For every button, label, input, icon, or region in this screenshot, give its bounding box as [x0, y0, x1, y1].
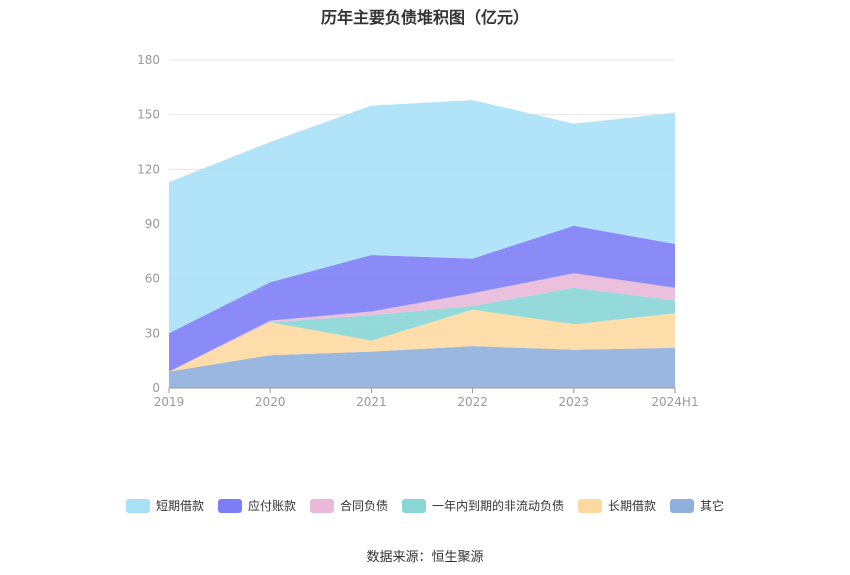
source-note: 数据来源：恒生聚源 — [366, 550, 484, 565]
area-一年内到期的非流动负债 — [169, 287, 675, 372]
axes: 0 30 60 90 120 150 180 2019 2020 2021 2022 2023 2024… — [137, 53, 699, 409]
stacked-area-chart: 0 30 60 90 120 150 180 2019 2020 2021 2022 2023 2024… — [137, 53, 699, 409]
legend-label: 长期借款 — [608, 499, 657, 513]
area-合同负债 — [169, 273, 675, 372]
y-tick-label: 90 — [145, 217, 160, 231]
legend-swatch — [578, 498, 603, 513]
y-tick-label: 180 — [137, 53, 160, 67]
x-tick-label: 2023 — [559, 395, 590, 409]
legend-swatch — [309, 498, 334, 513]
legend-label: 其它 — [700, 499, 725, 513]
legend-item[interactable]: 合同负债 — [309, 497, 388, 514]
y-tick-label: 0 — [152, 381, 160, 395]
area-应付账款 — [169, 225, 675, 372]
legend-item[interactable]: 一年内到期的非流动负债 — [402, 497, 564, 514]
legend-label: 一年内到期的非流动负债 — [432, 499, 565, 513]
x-tick-label: 2021 — [356, 395, 387, 409]
legend-label: 合同负债 — [339, 499, 388, 513]
y-tick-label: 30 — [145, 326, 160, 340]
legend-item[interactable]: 短期借款 — [125, 497, 204, 514]
legend-item[interactable]: 其它 — [670, 497, 724, 514]
legend-swatch — [402, 498, 426, 513]
x-tick-label: 2022 — [457, 395, 488, 409]
y-tick-label: 60 — [145, 272, 160, 286]
legend-swatch — [125, 498, 150, 513]
x-tick-label: 2019 — [154, 395, 185, 409]
chart-title: 历年主要负债堆积图（亿元） — [320, 8, 529, 27]
legend: 短期借款 应付账款 合同负债 一年内到期的非流动负债 长期借款 其它 — [0, 497, 850, 514]
area-短期借款 — [169, 100, 675, 334]
y-tick-label: 120 — [137, 162, 160, 176]
legend-item[interactable]: 应付账款 — [217, 497, 296, 514]
x-tick-label: 2020 — [255, 395, 286, 409]
legend-item[interactable]: 长期借款 — [578, 497, 656, 514]
area-series — [169, 100, 675, 388]
area-长期借款 — [169, 309, 675, 372]
legend-label: 应付账款 — [247, 499, 296, 513]
area-其它 — [169, 346, 675, 388]
y-tick-label: 150 — [137, 108, 160, 122]
legend-label: 短期借款 — [155, 499, 204, 513]
x-tick-label: 2024H1 — [651, 395, 698, 409]
legend-swatch — [217, 498, 242, 513]
legend-swatch — [670, 498, 695, 513]
